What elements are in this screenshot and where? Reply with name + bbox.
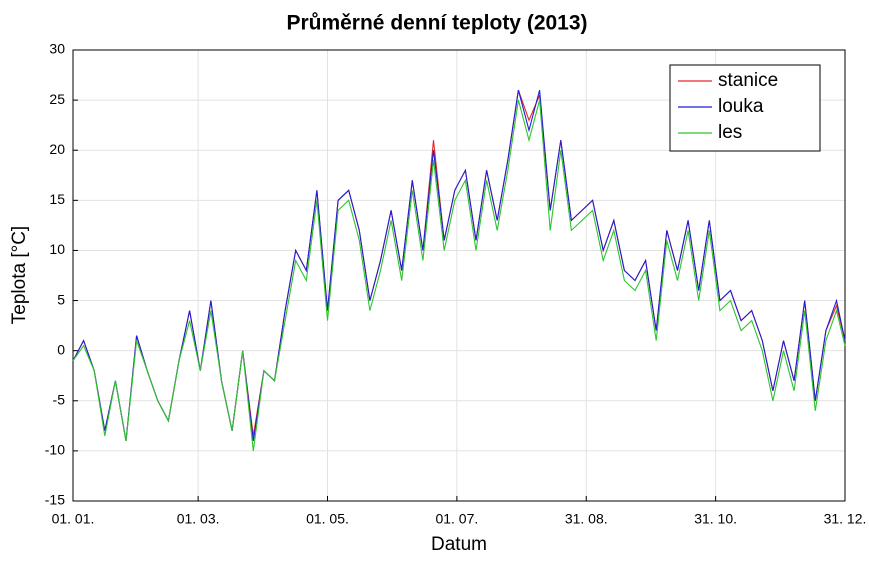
y-tick-label: 25: [49, 91, 65, 107]
x-tick-label: 31. 10.: [694, 511, 737, 527]
plot-frame: [72, 49, 846, 502]
y-tick-label: 0: [57, 341, 65, 357]
x-tick-label: 31. 08.: [565, 511, 608, 527]
x-tick-label: 01. 01.: [52, 511, 95, 527]
x-axis-label: Datum: [431, 534, 487, 555]
chart-title: Průměrné denní teploty (2013): [286, 12, 587, 35]
legend-label: les: [718, 122, 742, 143]
y-tick-label: -10: [45, 442, 65, 458]
x-tick-label: 01. 07.: [435, 511, 478, 527]
legend-box: [669, 64, 821, 152]
y-tick-label: -5: [53, 391, 66, 407]
legend-label: louka: [718, 96, 764, 117]
data-line: [72, 99, 846, 451]
y-tick-label: 20: [49, 141, 65, 157]
y-tick-label: -15: [45, 492, 65, 508]
y-axis-label: Teplota [°C]: [9, 226, 30, 324]
x-tick-label: 01. 05.: [306, 511, 349, 527]
y-tick-label: 5: [57, 291, 65, 307]
legend-label: stanice: [718, 70, 778, 91]
y-tick-label: 30: [49, 41, 65, 57]
x-tick-label: 01. 03.: [177, 511, 220, 527]
y-tick-label: 10: [49, 241, 65, 257]
x-tick-label: 31. 12.: [824, 511, 867, 527]
y-tick-label: 15: [49, 191, 65, 207]
